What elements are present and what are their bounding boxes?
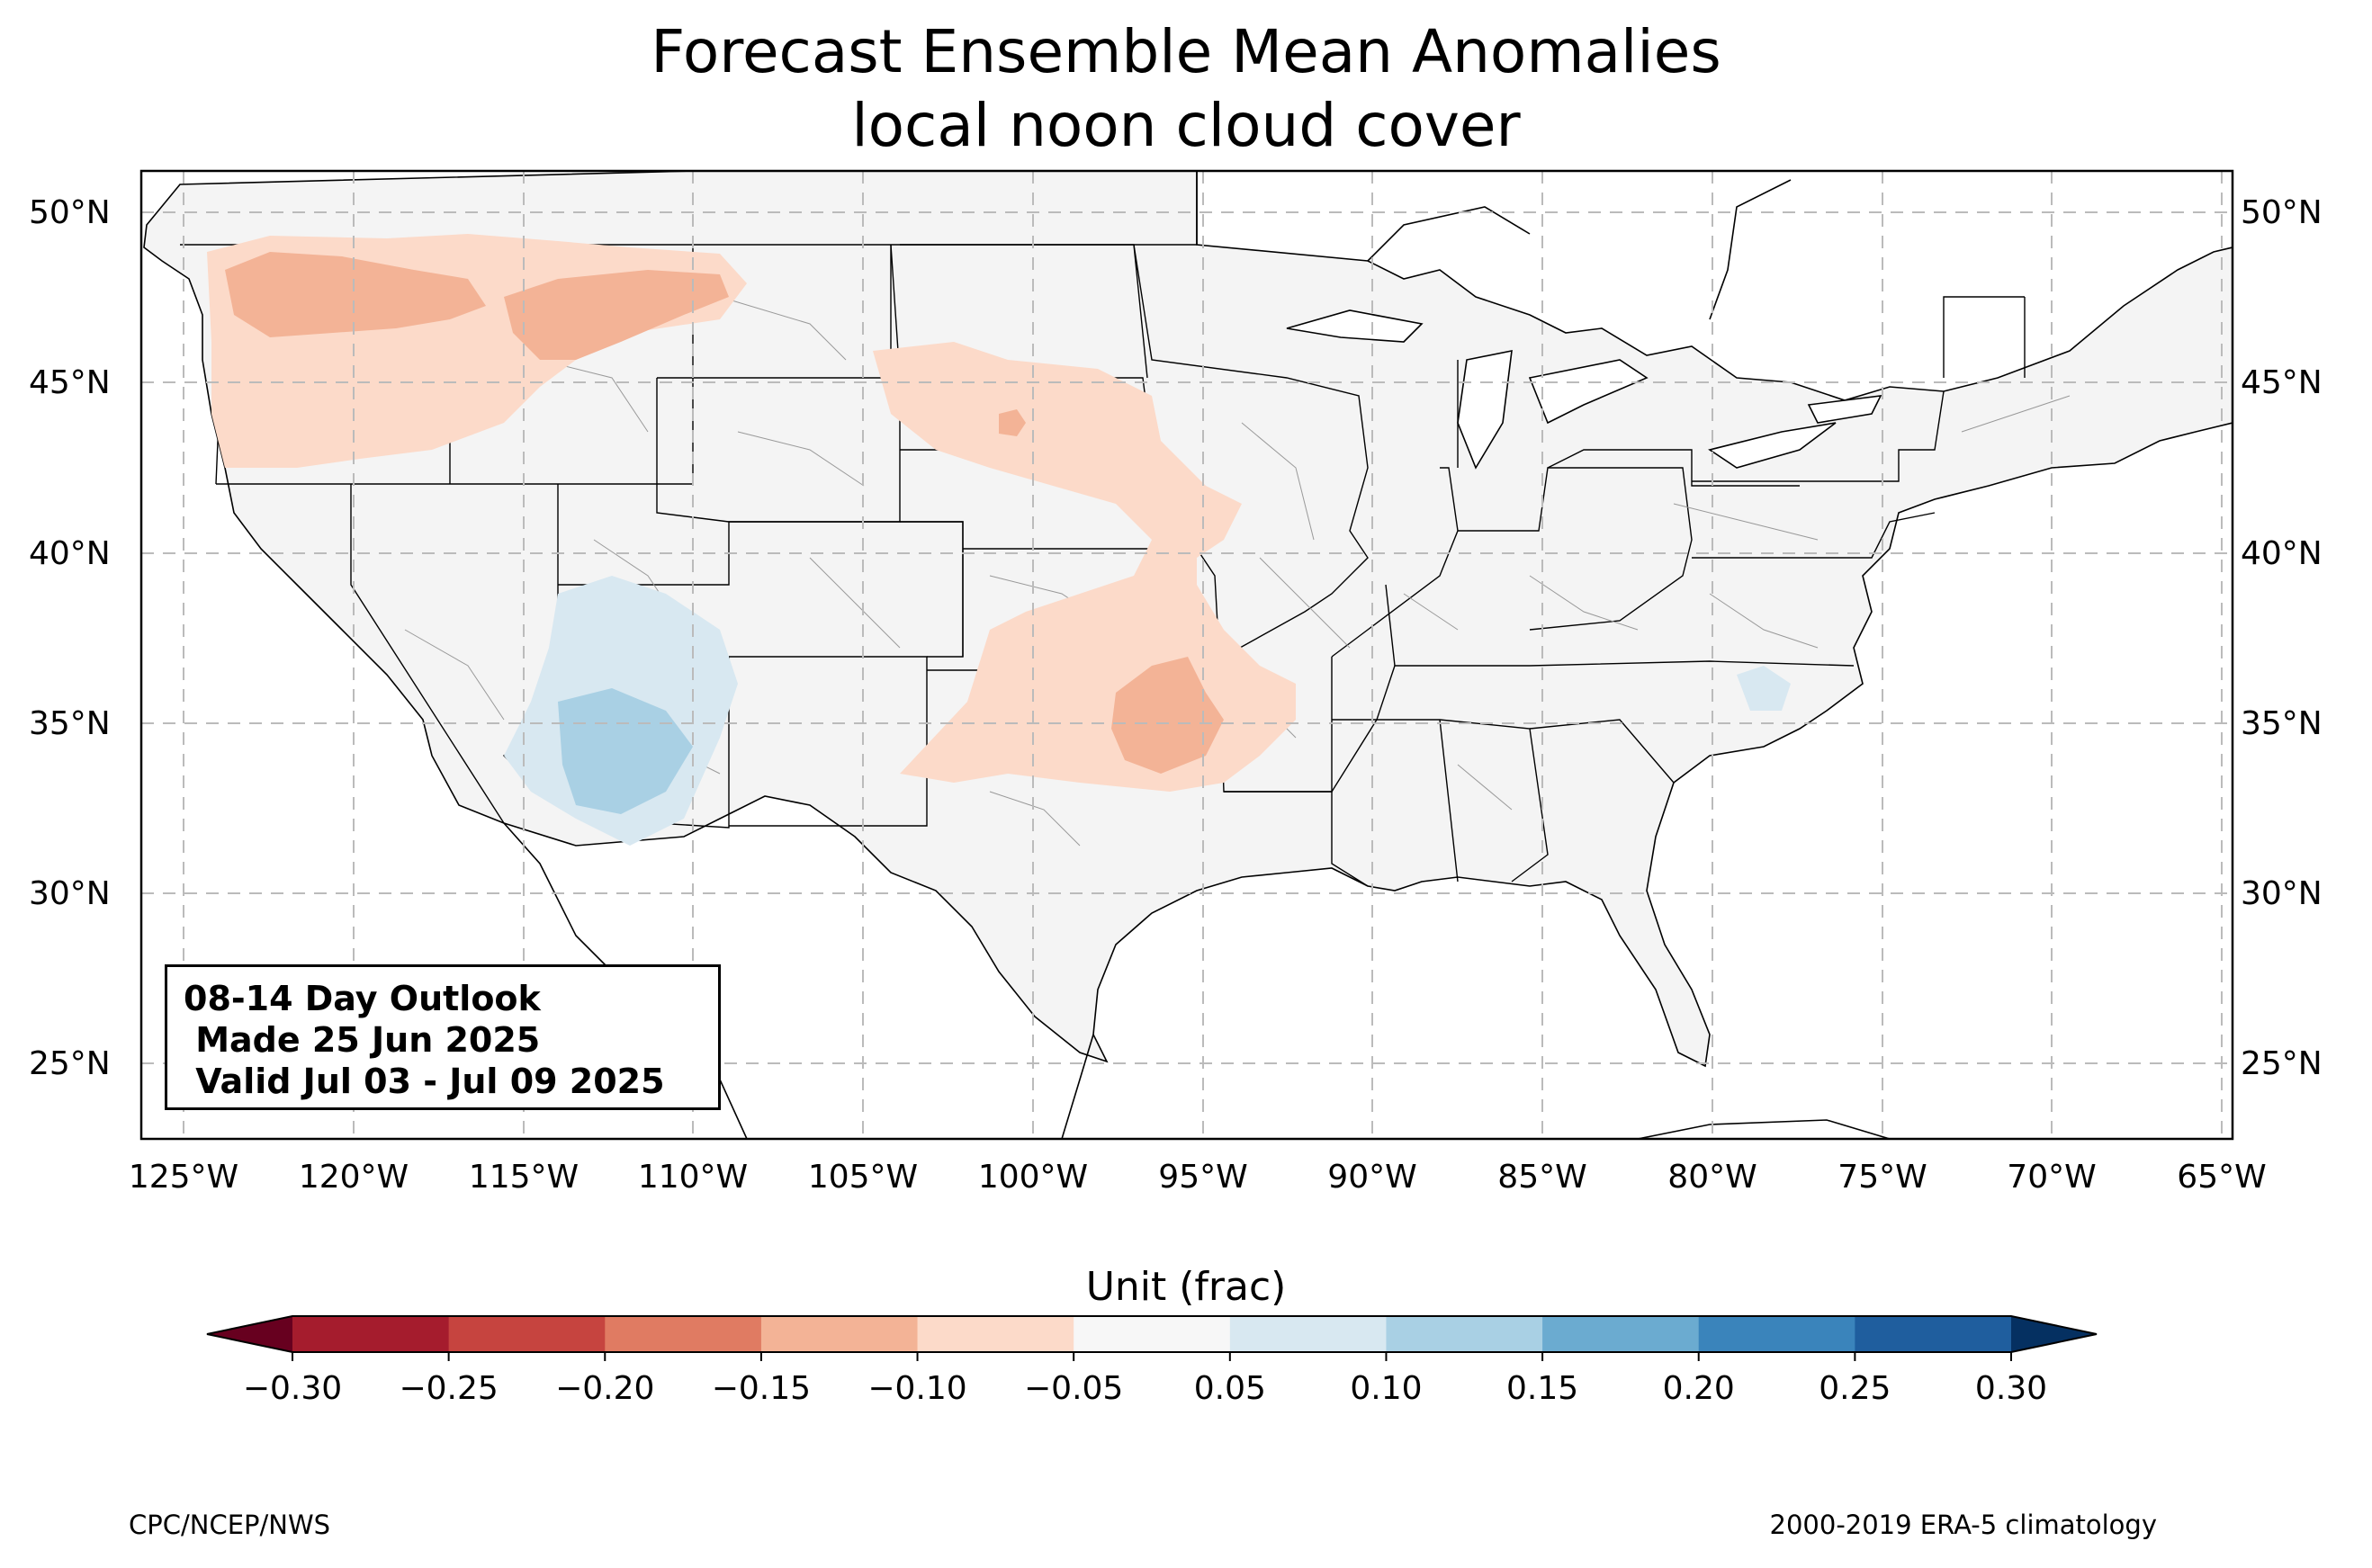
- lat-tick-label: 35°N: [29, 705, 111, 742]
- lon-tick-label: 125°W: [129, 1159, 238, 1196]
- lat-tick-label: 50°N: [2241, 194, 2323, 231]
- lon-tick-label: 70°W: [2007, 1159, 2096, 1196]
- lat-tick-label: 50°N: [29, 194, 111, 231]
- outlook-info-box: 08-14 Day Outlook Made 25 Jun 2025 Valid…: [165, 964, 721, 1110]
- chart-subtitle: local noon cloud cover: [851, 91, 1521, 160]
- anomaly-nebraska-mid: [999, 409, 1026, 436]
- lon-tick-label: 120°W: [299, 1159, 409, 1196]
- colorbar-tick-label: 0.10: [1350, 1370, 1422, 1407]
- colorbar-tick-labels: −0.30 −0.25 −0.20 −0.15 −0.10 −0.05 0.05 0.10 0.…: [243, 1352, 2047, 1407]
- footer-source: CPC/NCEP/NWS: [129, 1510, 331, 1540]
- lon-tick-label: 90°W: [1327, 1159, 1416, 1196]
- anomaly-contours: [207, 234, 1791, 846]
- colorbar-tick-label: −0.15: [712, 1370, 811, 1407]
- colorbar-segment: [1386, 1316, 1543, 1352]
- anomaly-rockies-mid: [504, 270, 729, 360]
- lat-tick-labels-right: 50°N 45°N 40°N 35°N 30°N 25°N: [2241, 194, 2323, 1082]
- lon-tick-label: 105°W: [808, 1159, 918, 1196]
- lat-tick-label: 30°N: [29, 875, 111, 912]
- colorbar-segment: [605, 1316, 762, 1352]
- colorbar-tick-label: 0.15: [1506, 1370, 1578, 1407]
- lat-tick-labels-left: 50°N 45°N 40°N 35°N 30°N 25°N: [29, 194, 111, 1082]
- colorbar-label: Unit (frac): [1085, 1264, 1287, 1310]
- outlook-period: 08-14 Day Outlook: [184, 979, 541, 1018]
- colorbar-extend-over: [2011, 1316, 2097, 1352]
- colorbar-segment: [1229, 1316, 1387, 1352]
- colorbar-tick-label: −0.25: [399, 1370, 498, 1407]
- lat-tick-label: 40°N: [29, 535, 111, 572]
- lon-tick-label: 75°W: [1837, 1159, 1927, 1196]
- lon-tick-label: 65°W: [2177, 1159, 2266, 1196]
- great-lakes: [1286, 309, 1882, 470]
- map-frame: [139, 169, 2234, 1141]
- colorbar-segment: [448, 1316, 606, 1352]
- anomaly-az-mid: [558, 688, 693, 814]
- colorbar-segment: [760, 1316, 919, 1352]
- lon-tick-label: 85°W: [1497, 1159, 1586, 1196]
- lat-tick-label: 25°N: [2241, 1045, 2323, 1082]
- lon-tick-label: 80°W: [1667, 1159, 1757, 1196]
- lat-tick-label: 30°N: [2241, 875, 2323, 912]
- colorbar-tick-label: −0.10: [867, 1370, 966, 1407]
- lon-tick-label: 100°W: [978, 1159, 1088, 1196]
- colorbar-tick-label: 0.30: [1975, 1370, 2047, 1407]
- colorbar-segment: [292, 1316, 450, 1352]
- chart-title: Forecast Ensemble Mean Anomalies: [651, 17, 1721, 86]
- colorbar: [206, 1315, 2098, 1353]
- colorbar-tick-label: −0.20: [555, 1370, 654, 1407]
- anomaly-nc-light: [1737, 666, 1791, 711]
- lon-tick-labels: 125°W 120°W 115°W 110°W 105°W 100°W 95°W…: [129, 1159, 2267, 1196]
- colorbar-tick-label: 0.25: [1819, 1370, 1891, 1407]
- anomaly-pnw-mid: [225, 252, 486, 337]
- lon-tick-label: 95°W: [1158, 1159, 1247, 1196]
- lon-tick-label: 110°W: [638, 1159, 748, 1196]
- lat-tick-label: 45°N: [29, 364, 111, 401]
- lat-tick-label: 45°N: [2241, 364, 2323, 401]
- colorbar-tick-label: −0.05: [1024, 1370, 1123, 1407]
- colorbar-segment: [1542, 1316, 1700, 1352]
- colorbar-segment: [1074, 1316, 1231, 1352]
- lon-tick-label: 115°W: [469, 1159, 579, 1196]
- lat-tick-label: 40°N: [2241, 535, 2323, 572]
- anomaly-plains-mid: [1111, 657, 1224, 774]
- valid-dates: Valid Jul 03 - Jul 09 2025: [184, 1062, 665, 1101]
- made-date: Made 25 Jun 2025: [184, 1020, 541, 1060]
- lat-tick-label: 35°N: [2241, 705, 2323, 742]
- colorbar-segment: [1855, 1316, 2012, 1352]
- colorbar-tick-label: −0.30: [243, 1370, 342, 1407]
- colorbar-tick-label: 0.20: [1663, 1370, 1735, 1407]
- colorbar-segment: [917, 1316, 1074, 1352]
- footer-climatology: 2000-2019 ERA-5 climatology: [1769, 1510, 2157, 1540]
- lat-tick-label: 25°N: [29, 1045, 111, 1082]
- colorbar-extend-under: [207, 1316, 292, 1352]
- colorbar-segment: [1698, 1316, 1855, 1352]
- colorbar-tick-label: 0.05: [1194, 1370, 1266, 1407]
